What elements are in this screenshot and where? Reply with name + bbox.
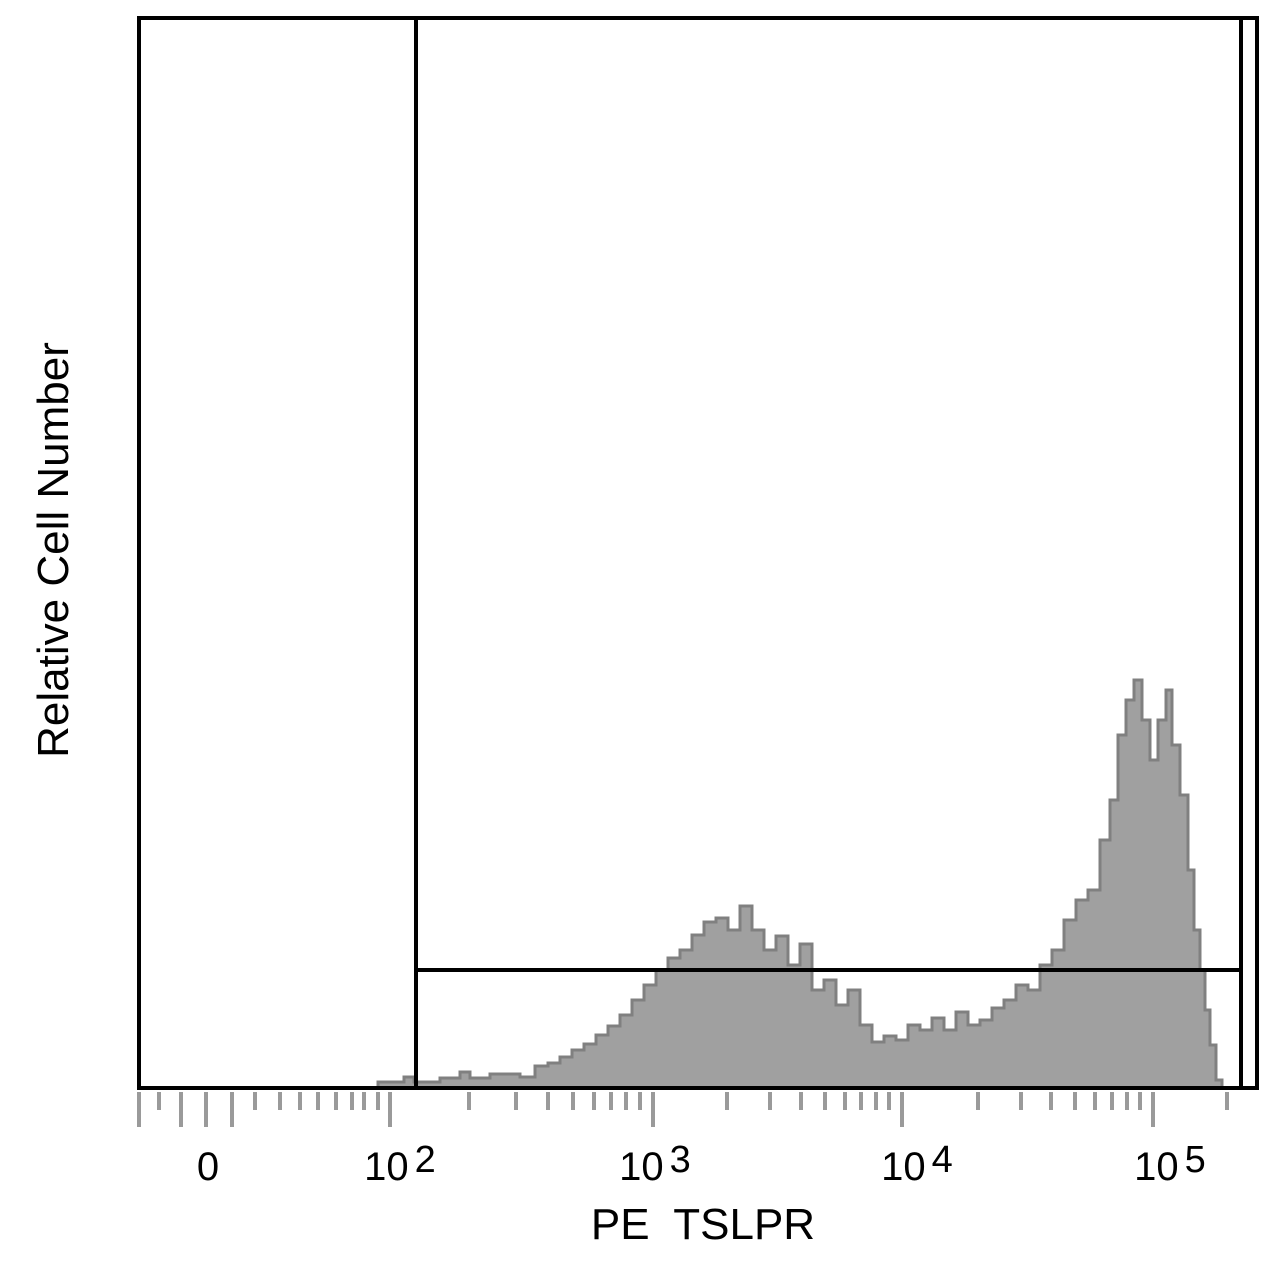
tick-exponent: 2	[414, 1139, 436, 1181]
tick-exponent: 4	[931, 1139, 953, 1181]
x-tick-label-1e4: 10 4	[881, 1139, 953, 1190]
tick-base: 10	[619, 1145, 664, 1189]
plot-frame	[137, 16, 1259, 1090]
tick-exponent: 3	[669, 1139, 691, 1181]
x-axis-title: PE TSLPR	[590, 1200, 816, 1249]
tick-base: 10	[881, 1145, 926, 1189]
tick-exponent: 5	[1184, 1139, 1206, 1181]
tick-base: 10	[364, 1145, 409, 1189]
x-axis-ticks	[137, 1092, 1229, 1127]
x-tick-label-1e3: 10 3	[619, 1139, 691, 1190]
y-axis-title: Relative Cell Number	[29, 342, 78, 758]
x-tick-label-1e5: 10 5	[1134, 1139, 1206, 1190]
x-tick-label-1e2: 10 2	[364, 1139, 436, 1190]
x-tick-label-0: 0	[197, 1145, 219, 1190]
tick-base: 10	[1134, 1145, 1179, 1189]
tick-base: 0	[196, 1145, 220, 1189]
histogram-fill	[376, 678, 1224, 1090]
